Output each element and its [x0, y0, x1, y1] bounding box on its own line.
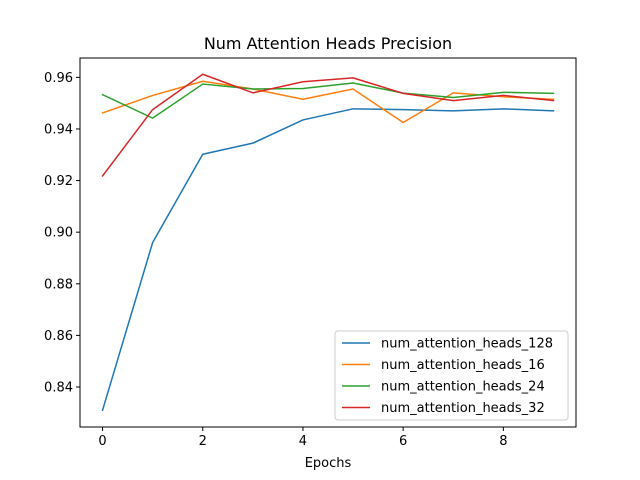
legend-label: num_attention_heads_128 — [381, 337, 553, 352]
series-line-num_attention_heads_24 — [101, 82, 555, 119]
y-tick-label: 0.92 — [44, 174, 73, 189]
y-axis: 0.84 0.86 0.88 0.90 0.92 0.94 0.96 — [44, 71, 80, 396]
series-line-num_attention_heads_32 — [101, 73, 555, 177]
plot-frame — [79, 57, 577, 428]
y-tick-label: 0.88 — [44, 277, 73, 292]
x-tick-label: 0 — [98, 434, 106, 449]
y-tick-label: 0.84 — [44, 381, 73, 396]
y-tick-label: 0.94 — [44, 122, 73, 137]
y-tick-label: 0.86 — [44, 329, 73, 344]
x-axis: 0 2 4 6 8 — [98, 427, 507, 449]
legend-label: num_attention_heads_32 — [381, 401, 545, 416]
x-tick-label: 8 — [499, 434, 507, 449]
y-tick-label: 0.96 — [44, 71, 73, 86]
legend-label: num_attention_heads_24 — [381, 380, 545, 395]
x-tick-label: 6 — [399, 434, 407, 449]
x-axis-label: Epochs — [305, 456, 352, 471]
x-tick-label: 4 — [299, 434, 307, 449]
series-layer — [101, 73, 555, 412]
legend: num_attention_heads_128 num_attention_hea… — [334, 330, 569, 421]
x-tick-label: 2 — [199, 434, 207, 449]
legend-label: num_attention_heads_16 — [381, 358, 545, 373]
series-line-num_attention_heads_128 — [101, 108, 555, 412]
y-tick-label: 0.90 — [44, 226, 73, 241]
legend-box — [334, 330, 569, 421]
chart-title: Num Attention Heads Precision — [204, 34, 452, 53]
